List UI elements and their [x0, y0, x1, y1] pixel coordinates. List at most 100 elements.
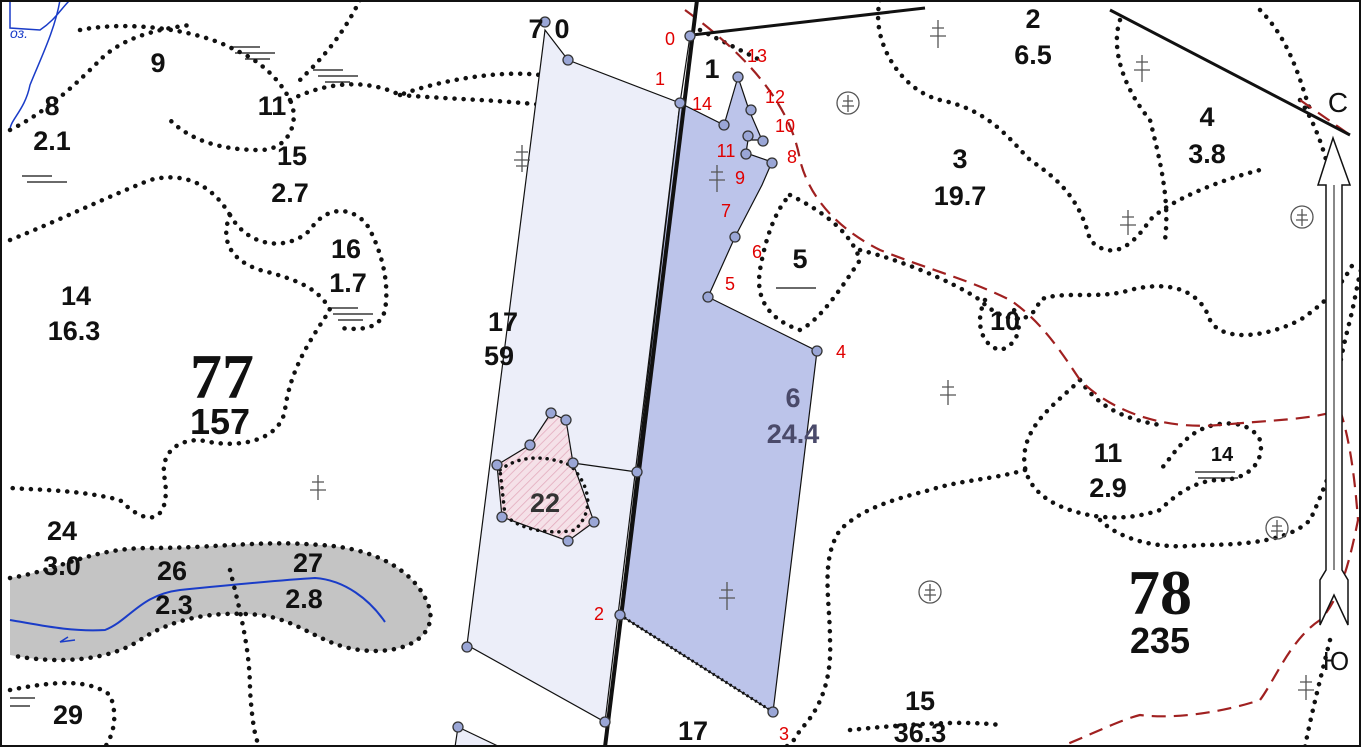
subcompartment-area: 16.3 [48, 316, 101, 346]
subcompartment-number: 1 [704, 54, 719, 84]
subcompartment-number: 9 [150, 48, 165, 78]
subcompartment-area: 19.7 [934, 181, 987, 211]
boundary-point-label: 2 [594, 604, 604, 624]
contour-boundary [227, 567, 263, 750]
forestry-boundary [684, 9, 1360, 749]
boundary-point-label: 12 [765, 87, 785, 107]
subcompartment-number: 6 [785, 383, 800, 413]
contour-boundary [287, 71, 543, 103]
road-line [691, 6, 926, 37]
boundary-point-label: 3 [779, 724, 789, 744]
boundary-point-label: 10 [775, 116, 795, 136]
wetland-area [10, 543, 431, 660]
boundary-point-label: 8 [787, 147, 797, 167]
boundary-point-label: 1 [655, 69, 665, 89]
parcel-17-light[interactable] [466, 28, 681, 723]
boundary-point-label: 9 [735, 168, 745, 188]
subcompartment-number: 11 [1094, 438, 1123, 468]
subcompartment-number: 8 [44, 91, 59, 121]
contour-boundary [875, 0, 1263, 253]
contour-boundary [782, 467, 1028, 750]
boundary-point-label: 5 [725, 274, 735, 294]
subcompartment-number: 7 [528, 14, 543, 44]
contour-boundary [1302, 637, 1333, 750]
subcompartment-number: 14 [61, 281, 91, 311]
main-road [603, 0, 699, 748]
contour-boundary [397, 92, 673, 129]
deciduous-icon [836, 91, 1314, 604]
contour-boundary [977, 297, 1021, 353]
contour-boundary [7, 175, 233, 243]
lake-shore [9, 0, 71, 131]
parcel-6-bottom-edge [619, 613, 774, 714]
subcompartment-area: 59 [484, 341, 514, 371]
boundary-point-label: 7 [721, 201, 731, 221]
subcompartment-number: 17 [678, 716, 708, 746]
river [9, 576, 386, 632]
subcompartment-number: 15 [905, 686, 935, 716]
contour-boundary [7, 212, 333, 520]
quarter-number: 78 [1128, 557, 1192, 628]
quarter-number: 77 [190, 341, 254, 412]
subcompartment-area: 3.8 [1188, 139, 1226, 169]
contour-boundary [1021, 377, 1264, 520]
contour-boundary [1297, 97, 1338, 203]
subcompartment-number: 29 [53, 700, 83, 730]
boundary-point-label: 0 [665, 29, 675, 49]
boundary-point-label: 11 [717, 141, 736, 161]
contour-boundary [847, 720, 1003, 733]
subcompartment-number: 4 [1199, 102, 1214, 132]
subcompartment-labels: 9 8 2.1 11 15 2.7 16 1.7 14 16.3 24 3.0 … [33, 4, 1234, 748]
contour-boundary [227, 209, 389, 332]
river-flow-arrow [59, 636, 76, 643]
parcel-vertices[interactable] [452, 16, 823, 733]
subcompartment-area: 2.8 [285, 584, 323, 614]
subcompartment-area: 0 [554, 14, 569, 44]
subcompartment-number: 3 [952, 144, 967, 174]
subcompartment-area: 3.0 [43, 551, 81, 581]
contour-boundary [756, 192, 863, 333]
boundary-point-label: 6 [752, 242, 762, 262]
compass-south-label: Ю [1323, 646, 1349, 676]
subcompartment-number: 22 [530, 488, 560, 518]
lake-label: оз. [10, 25, 28, 41]
subcompartment-number: 2 [1025, 4, 1040, 34]
subcompartment-number: 16 [331, 234, 361, 264]
road-line [1109, 8, 1351, 137]
conifer-icon [310, 20, 1314, 700]
subcompartment-number: 10 [990, 306, 1020, 336]
subcompartment-number: 5 [792, 244, 807, 274]
contour-boundary [857, 247, 1358, 338]
contour-boundary [297, 0, 363, 83]
boundary-point-labels: 0 1 2 3 4 5 6 7 8 9 10 11 12 13 14 [594, 29, 846, 744]
subcompartment-area: 24.4 [767, 419, 820, 449]
north-arrow [1316, 135, 1352, 626]
boundary-point-label: 14 [692, 94, 712, 114]
contour-boundary [1257, 7, 1313, 113]
wetland-boundary [7, 541, 433, 663]
boundary-point-label: 13 [747, 46, 767, 66]
subcompartment-number: 15 [277, 141, 307, 171]
marsh-icon [10, 46, 1238, 707]
quarter-area: 235 [1130, 620, 1190, 661]
subcompartment-area: 6.5 [1014, 40, 1052, 70]
connector-line [572, 462, 638, 473]
subcompartment-area: 36.3 [894, 718, 947, 747]
subcompartment-number: 27 [293, 548, 323, 578]
subcompartment-number: 26 [157, 556, 187, 586]
subcompartment-number: 14 [1211, 444, 1234, 466]
contour-boundary [77, 23, 296, 153]
subcompartment-area: 2.9 [1089, 473, 1127, 503]
subcompartment-area: 2.7 [271, 178, 309, 208]
compass-north-label: С [1328, 87, 1348, 118]
area-22-inner-boundary [498, 456, 590, 534]
subcompartment-area: 1.7 [329, 268, 367, 298]
subcompartment-number: 11 [258, 91, 287, 121]
subcompartment-area: 2.1 [33, 126, 71, 156]
boundary-point-label: 4 [836, 342, 846, 362]
contour-boundary [1097, 447, 1343, 549]
contour-boundary [1114, 17, 1169, 243]
subcompartment-area: 2.3 [155, 590, 193, 620]
